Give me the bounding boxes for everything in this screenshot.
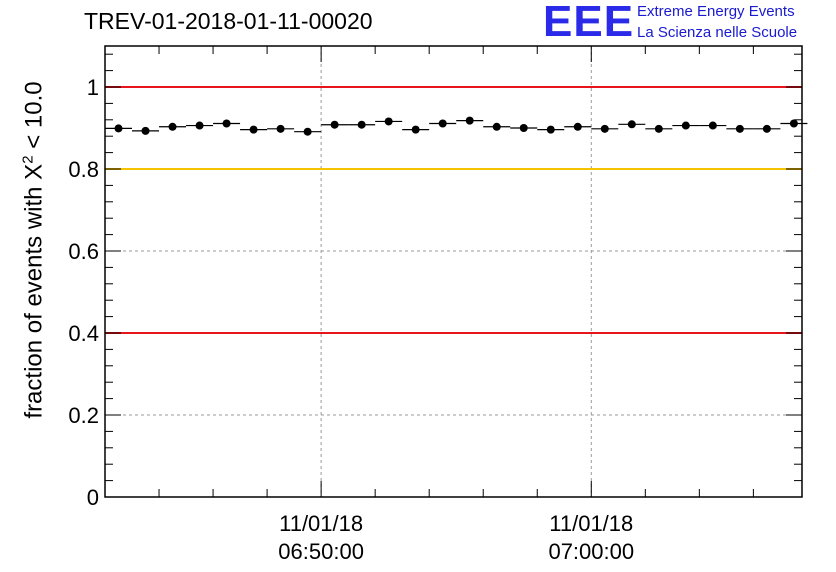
data-point: [573, 122, 582, 131]
data-point: [681, 121, 690, 130]
data-point: [708, 121, 717, 130]
chart-title: TREV-01-2018-01-11-00020: [84, 8, 373, 34]
plot-frame: [104, 45, 803, 498]
data-point: [600, 124, 609, 133]
logo-tagline-2: La Scienza nelle Scuole: [637, 24, 798, 41]
data-point: [141, 126, 150, 135]
data-point: [546, 125, 555, 134]
y-tick-label: 0.2: [68, 403, 99, 428]
x-tick-label-time: 07:00:00: [548, 539, 634, 564]
data-point: [762, 124, 771, 133]
data-point: [519, 124, 528, 132]
data-point: [789, 119, 798, 128]
data-point: [303, 127, 312, 136]
x-tick-label-date: 11/01/18: [279, 511, 363, 536]
data-point: [384, 117, 393, 126]
y-tick-label: 0.4: [68, 321, 99, 346]
data-point: [114, 124, 123, 133]
data-point: [465, 116, 474, 125]
y-tick-label: 0: [87, 485, 99, 510]
data-point: [357, 120, 366, 129]
data-point: [276, 124, 285, 133]
data-point: [627, 120, 636, 129]
y-tick-label: 0.6: [68, 239, 99, 264]
x-tick-label-time: 06:50:00: [278, 539, 364, 564]
data-point: [411, 125, 420, 134]
data-point: [492, 122, 501, 131]
logo-tagline-1: Extreme Energy Events: [637, 3, 795, 20]
eee-logo: EEE: [543, 0, 635, 46]
y-tick-label: 0.8: [68, 157, 99, 182]
data-point: [168, 122, 177, 131]
y-tick-label: 1: [87, 75, 99, 100]
data-point: [330, 120, 339, 129]
data-point: [654, 124, 663, 133]
data-point: [195, 121, 204, 130]
data-point: [438, 119, 447, 128]
x-tick-label-date: 11/01/18: [549, 511, 633, 536]
data-point: [735, 124, 744, 133]
data-point: [222, 119, 231, 128]
data-point: [249, 125, 258, 134]
